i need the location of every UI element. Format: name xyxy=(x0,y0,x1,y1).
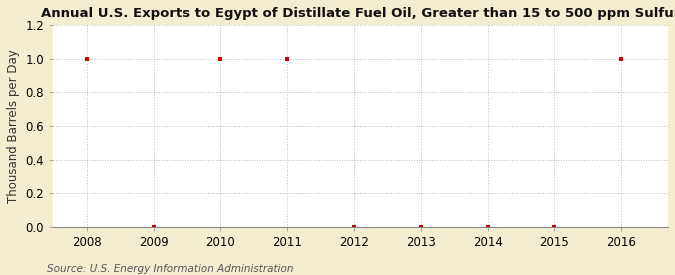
Title: Annual U.S. Exports to Egypt of Distillate Fuel Oil, Greater than 15 to 500 ppm : Annual U.S. Exports to Egypt of Distilla… xyxy=(41,7,675,20)
Y-axis label: Thousand Barrels per Day: Thousand Barrels per Day xyxy=(7,49,20,203)
Text: Source: U.S. Energy Information Administration: Source: U.S. Energy Information Administ… xyxy=(47,264,294,274)
